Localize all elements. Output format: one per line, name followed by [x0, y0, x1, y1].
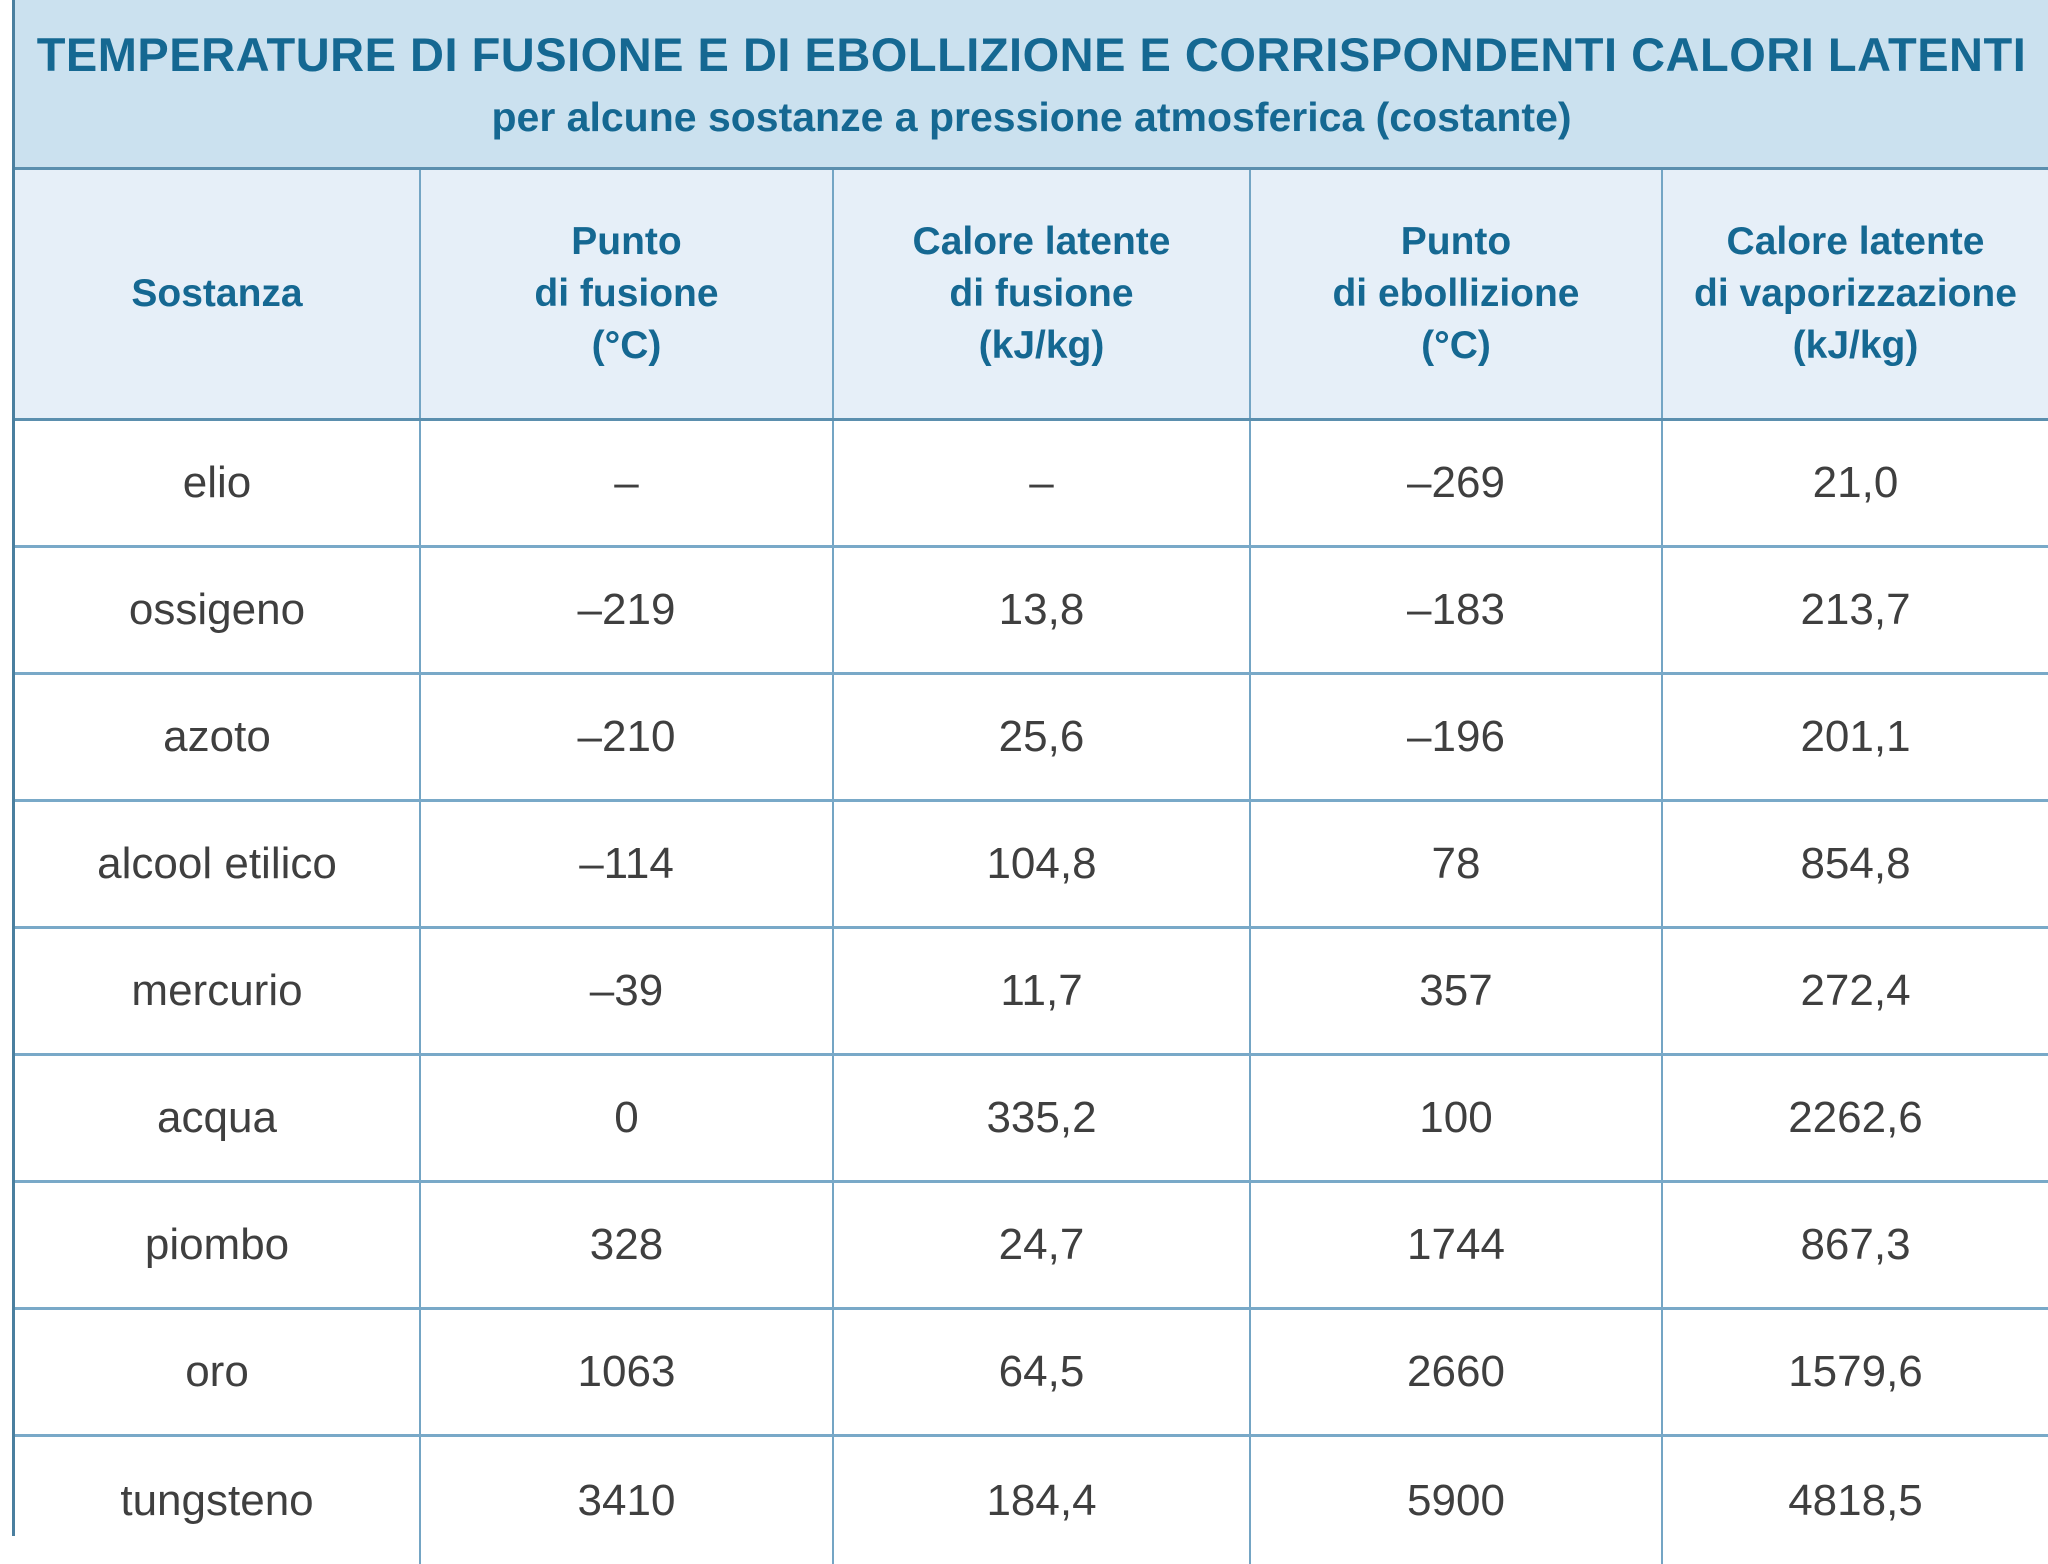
- cell-melting-point: –219: [421, 548, 834, 672]
- cell-heat-of-fusion: 184,4: [834, 1437, 1251, 1564]
- header-line: di vaporizzazione: [1694, 271, 2017, 315]
- table-row-ossigeno: ossigeno –219 13,8 –183 213,7: [15, 548, 2048, 675]
- cell-melting-point: –210: [421, 675, 834, 799]
- table-row-elio: elio – – –269 21,0: [15, 421, 2048, 548]
- cell-heat-of-fusion: 335,2: [834, 1056, 1251, 1180]
- header-line: (°C): [1421, 324, 1491, 368]
- header-sostanza: Sostanza: [15, 170, 421, 418]
- header-line: (kJ/kg): [1792, 324, 1919, 368]
- header-calore-latente-di-vaporizzazione: Calore latente di vaporizzazione (kJ/kg): [1663, 170, 2048, 418]
- cell-heat-of-fusion: –: [834, 421, 1251, 545]
- cell-melting-point: 1063: [421, 1310, 834, 1434]
- cell-heat-of-vaporization: 213,7: [1800, 585, 1911, 634]
- cell-boiling-point: 100: [1251, 1056, 1663, 1180]
- table-row-acqua: acqua 0 335,2 100 2262,6: [15, 1056, 2048, 1183]
- cell-substance: tungsteno: [15, 1437, 421, 1564]
- cell-heat-of-vaporization: 272,4: [1800, 966, 1911, 1015]
- cell-boiling-point: 5900: [1251, 1437, 1663, 1564]
- table-title-band: TEMPERATURE DI FUSIONE E DI EBOLLIZIONE …: [15, 0, 2048, 170]
- header-line: (°C): [591, 324, 662, 368]
- cell-heat-of-vaporization: 867,3: [1800, 1220, 1911, 1269]
- cell-melting-point: 328: [421, 1183, 834, 1307]
- cell-heat-of-fusion: 11,7: [834, 929, 1251, 1053]
- table-header-row: Sostanza Punto di fusione (°C) Calore la…: [15, 170, 2048, 421]
- table-title: TEMPERATURE DI FUSIONE E DI EBOLLIZIONE …: [36, 27, 2027, 81]
- cell-boiling-point: 1744: [1251, 1183, 1663, 1307]
- header-line: Punto: [1400, 219, 1512, 263]
- table-row-oro: oro 1063 64,5 2660 1579,6: [15, 1310, 2048, 1437]
- header-line: di fusione: [534, 271, 719, 315]
- cell-substance: azoto: [15, 675, 421, 799]
- header-calore-latente-di-fusione: Calore latente di fusione (kJ/kg): [834, 170, 1251, 418]
- cell-substance: oro: [15, 1310, 421, 1434]
- cell-boiling-point: 2660: [1251, 1310, 1663, 1434]
- cell-heat-of-fusion: 104,8: [834, 802, 1251, 926]
- cell-melting-point: –114: [421, 802, 834, 926]
- cell-substance: elio: [15, 421, 421, 545]
- cell-melting-point: –39: [421, 929, 834, 1053]
- cell-heat-of-vaporization: 21,0: [1812, 458, 1899, 507]
- latent-heat-table: TEMPERATURE DI FUSIONE E DI EBOLLIZIONE …: [12, 0, 2048, 1564]
- cell-heat-of-fusion: 64,5: [834, 1310, 1251, 1434]
- cell-boiling-point: –269: [1251, 421, 1663, 545]
- cell-boiling-point: –183: [1251, 548, 1663, 672]
- cell-heat-of-fusion: 25,6: [834, 675, 1251, 799]
- header-line: Punto: [571, 219, 682, 263]
- cell-substance: ossigeno: [15, 548, 421, 672]
- header-punto-di-fusione: Punto di fusione (°C): [421, 170, 834, 418]
- header-line: Sostanza: [131, 271, 303, 315]
- cell-heat-of-fusion: 24,7: [834, 1183, 1251, 1307]
- cell-heat-of-vaporization: 4818,5: [1788, 1475, 1923, 1525]
- cell-substance: mercurio: [15, 929, 421, 1053]
- cell-heat-of-vaporization: 201,1: [1800, 712, 1911, 761]
- header-line: (kJ/kg): [978, 324, 1105, 368]
- header-line: Calore latente: [912, 219, 1171, 263]
- cell-heat-of-fusion: 13,8: [834, 548, 1251, 672]
- cell-melting-point: –: [421, 421, 834, 545]
- table-row-azoto: azoto –210 25,6 –196 201,1: [15, 675, 2048, 802]
- cell-substance: acqua: [15, 1056, 421, 1180]
- cell-substance: piombo: [15, 1183, 421, 1307]
- cell-boiling-point: 357: [1251, 929, 1663, 1053]
- table-row-piombo: piombo 328 24,7 1744 867,3: [15, 1183, 2048, 1310]
- cell-substance: alcool etilico: [15, 802, 421, 926]
- header-line: di ebollizione: [1332, 271, 1580, 315]
- cell-heat-of-vaporization: 854,8: [1800, 839, 1911, 888]
- header-line: Calore latente: [1726, 219, 1985, 263]
- table-row-alcool-etilico: alcool etilico –114 104,8 78 854,8: [15, 802, 2048, 929]
- cell-heat-of-vaporization: 1579,6: [1788, 1347, 1923, 1396]
- table-subtitle: per alcune sostanze a pressione atmosfer…: [491, 93, 1572, 140]
- cell-melting-point: 3410: [421, 1437, 834, 1564]
- cell-boiling-point: –196: [1251, 675, 1663, 799]
- cell-melting-point: 0: [421, 1056, 834, 1180]
- cell-boiling-point: 78: [1251, 802, 1663, 926]
- header-line: di fusione: [949, 271, 1134, 315]
- table-row-mercurio: mercurio –39 11,7 357 272,4: [15, 929, 2048, 1056]
- table-row-tungsteno: tungsteno 3410 184,4 5900 4818,5: [15, 1437, 2048, 1564]
- header-punto-di-ebollizione: Punto di ebollizione (°C): [1251, 170, 1663, 418]
- cell-heat-of-vaporization: 2262,6: [1788, 1093, 1923, 1142]
